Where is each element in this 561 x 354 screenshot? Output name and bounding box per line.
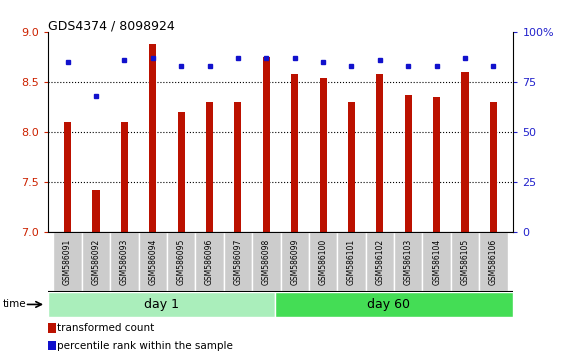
Bar xyxy=(139,233,167,291)
Bar xyxy=(320,78,327,232)
Bar xyxy=(64,122,71,232)
Bar xyxy=(167,233,195,291)
Text: day 60: day 60 xyxy=(367,298,410,311)
Bar xyxy=(48,341,56,350)
Text: GSM586102: GSM586102 xyxy=(375,239,384,285)
Bar xyxy=(195,233,224,291)
Bar xyxy=(490,102,497,232)
Bar xyxy=(234,102,241,232)
Bar xyxy=(206,102,213,232)
Text: GDS4374 / 8098924: GDS4374 / 8098924 xyxy=(48,19,174,33)
Text: GSM586092: GSM586092 xyxy=(91,239,100,285)
Text: GSM586104: GSM586104 xyxy=(432,239,441,285)
Bar xyxy=(224,233,252,291)
Text: GSM586100: GSM586100 xyxy=(319,239,328,285)
Text: GSM586101: GSM586101 xyxy=(347,239,356,285)
Bar xyxy=(366,233,394,291)
Bar xyxy=(110,233,139,291)
Bar xyxy=(433,97,440,232)
Bar xyxy=(48,323,56,333)
Text: GSM586103: GSM586103 xyxy=(404,239,413,285)
Text: day 1: day 1 xyxy=(144,298,179,311)
Bar xyxy=(275,292,513,317)
Bar xyxy=(451,233,479,291)
Text: GSM586091: GSM586091 xyxy=(63,239,72,285)
Bar xyxy=(309,233,337,291)
Bar xyxy=(178,112,185,232)
Bar xyxy=(149,44,157,232)
Bar xyxy=(93,190,99,232)
Bar xyxy=(280,233,309,291)
Text: time: time xyxy=(3,299,26,309)
Text: GSM586096: GSM586096 xyxy=(205,239,214,285)
Bar xyxy=(376,74,383,232)
Bar xyxy=(394,233,422,291)
Text: GSM586099: GSM586099 xyxy=(290,239,299,285)
Bar xyxy=(48,292,275,317)
Bar xyxy=(263,57,270,232)
Bar xyxy=(53,233,82,291)
Bar xyxy=(422,233,451,291)
Text: GSM586097: GSM586097 xyxy=(233,239,242,285)
Bar xyxy=(337,233,366,291)
Text: GSM586106: GSM586106 xyxy=(489,239,498,285)
Text: GSM586093: GSM586093 xyxy=(120,239,129,285)
Bar xyxy=(348,102,355,232)
Text: percentile rank within the sample: percentile rank within the sample xyxy=(57,341,233,350)
Text: GSM586095: GSM586095 xyxy=(177,239,186,285)
Text: transformed count: transformed count xyxy=(57,323,155,333)
Text: GSM586098: GSM586098 xyxy=(262,239,271,285)
Bar xyxy=(404,95,412,232)
Bar xyxy=(121,122,128,232)
Text: GSM586105: GSM586105 xyxy=(461,239,470,285)
Bar xyxy=(479,233,508,291)
Bar xyxy=(252,233,280,291)
Bar xyxy=(462,72,468,232)
Bar xyxy=(82,233,110,291)
Bar xyxy=(291,74,298,232)
Text: GSM586094: GSM586094 xyxy=(148,239,157,285)
